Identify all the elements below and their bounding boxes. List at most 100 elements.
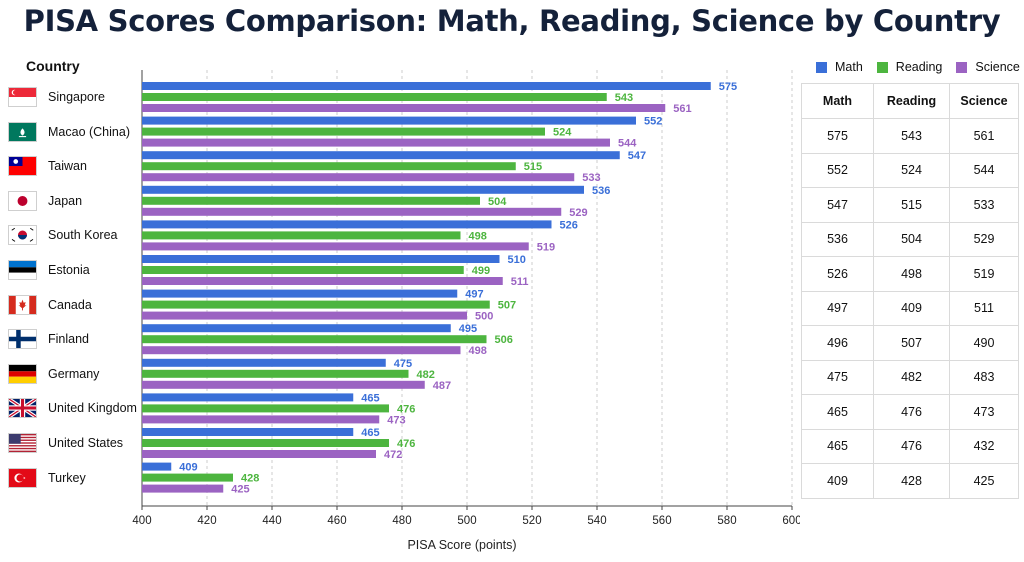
table-cell: 432	[949, 428, 1019, 464]
bar-value-label: 504	[488, 196, 507, 208]
table-header-cell: Science	[949, 83, 1019, 119]
bar-reading	[142, 127, 545, 136]
bar-value-label: 476	[397, 403, 415, 415]
bar-value-label: 495	[459, 323, 477, 335]
country-row: Singapore	[8, 86, 105, 108]
bar-science	[142, 380, 425, 389]
singapore-flag-icon	[8, 87, 37, 107]
bar-value-label: 499	[472, 265, 490, 277]
country-row: Taiwan	[8, 155, 87, 177]
table-cell: 543	[873, 118, 950, 154]
table-cell: 409	[873, 290, 950, 326]
bar-reading	[142, 162, 516, 171]
bar-reading	[142, 266, 464, 274]
table-header-row: Math Reading Science	[801, 83, 1019, 119]
table-cell: 490	[949, 325, 1019, 361]
country-name: Macao (China)	[48, 124, 130, 139]
bar-value-label: 500	[475, 311, 493, 323]
table-cell: 519	[949, 256, 1019, 292]
table-row: 465 476 432	[801, 428, 1019, 464]
country-row: Canada	[8, 294, 92, 316]
bar-value-label: 519	[537, 241, 555, 253]
finland-flag-icon	[8, 329, 37, 350]
country-name: United States	[48, 436, 124, 450]
table-cell: 465	[801, 394, 874, 430]
bar-reading	[142, 196, 480, 205]
legend-swatch	[956, 61, 968, 73]
bar-value-label: 472	[384, 449, 402, 461]
country-axis-header: Country	[26, 58, 80, 74]
x-tick-label: 480	[392, 515, 411, 527]
south-korea-flag-icon	[8, 225, 37, 246]
table-row: 536 504 529	[801, 221, 1019, 257]
bar-value-label: 533	[582, 172, 600, 184]
bar-reading	[142, 231, 461, 240]
japan-flag-icon	[8, 190, 37, 211]
table-cell: 476	[873, 394, 950, 430]
table-header-cell: Reading	[873, 83, 950, 119]
table-cell: 575	[801, 118, 874, 154]
legend-swatch	[816, 61, 827, 73]
bar-math	[142, 358, 386, 367]
bar-reading	[142, 369, 409, 378]
table-cell: 526	[801, 256, 874, 292]
bar-value-label: 409	[179, 462, 197, 474]
bar-value-label: 475	[394, 358, 412, 370]
table-row: 465 476 473	[801, 394, 1019, 430]
bar-value-label: 476	[397, 438, 415, 450]
usa-flag-icon	[8, 433, 37, 453]
table-row: 552 524 544	[801, 152, 1019, 188]
table-row: 526 498 519	[801, 256, 1019, 292]
table-cell: 473	[949, 394, 1019, 430]
country-name: Finland	[48, 332, 89, 347]
taiwan-flag-icon	[8, 156, 37, 177]
bar-science	[142, 484, 224, 493]
country-name: Estonia	[48, 263, 90, 277]
bar-value-label: 465	[361, 427, 379, 439]
score-table: Math Reading Science 575 543 561 552 524 544 547…	[801, 83, 1019, 499]
table-cell: 476	[873, 428, 950, 464]
x-tick-label: 580	[717, 515, 736, 527]
bar-value-label: 515	[524, 161, 542, 173]
bar-math	[142, 116, 636, 125]
table-cell: 507	[873, 325, 950, 361]
bar-value-label: 465	[361, 392, 379, 404]
estonia-flag-icon	[8, 260, 37, 280]
legend-item: Science	[956, 60, 1020, 74]
country-row: Turkey	[8, 467, 86, 489]
bar-science	[142, 104, 666, 112]
x-tick-label: 500	[457, 515, 476, 527]
bar-math	[142, 255, 500, 263]
bar-value-label: 543	[615, 92, 633, 104]
bar-value-label: 536	[592, 185, 610, 197]
bar-math	[142, 185, 584, 194]
country-name: United Kingdom	[48, 401, 137, 416]
bar-value-label: 507	[498, 300, 516, 312]
bar-value-label: 510	[508, 254, 526, 266]
country-name: Japan	[48, 193, 83, 208]
table-cell: 511	[949, 290, 1019, 326]
bar-reading	[142, 93, 607, 101]
table-row: 497 409 511	[801, 290, 1019, 326]
canada-flag-icon	[8, 294, 37, 315]
bar-math	[142, 289, 458, 298]
bar-reading	[142, 473, 233, 482]
legend-label: Math	[835, 60, 863, 74]
table-row: 475 482 483	[801, 359, 1019, 395]
table-cell: 561	[949, 118, 1019, 154]
bar-value-label: 544	[618, 138, 637, 150]
table-cell: 544	[949, 152, 1019, 188]
uk-flag-icon	[8, 398, 37, 419]
bar-value-label: 425	[231, 484, 249, 496]
table-cell: 475	[801, 359, 874, 395]
bar-chart: 400 420 440 460 480 500 520 540 560 580 600 PISA Sc…	[132, 70, 800, 552]
country-name: Canada	[48, 297, 92, 312]
x-tick-label: 440	[262, 515, 281, 527]
country-row: United Kingdom	[8, 397, 137, 419]
x-tick-label: 520	[522, 515, 541, 527]
x-tick-label: 460	[327, 515, 346, 527]
table-cell: 409	[801, 463, 874, 499]
legend-item: Reading	[876, 60, 942, 74]
x-tick-label: 560	[652, 515, 671, 527]
country-row: Finland	[8, 328, 89, 350]
